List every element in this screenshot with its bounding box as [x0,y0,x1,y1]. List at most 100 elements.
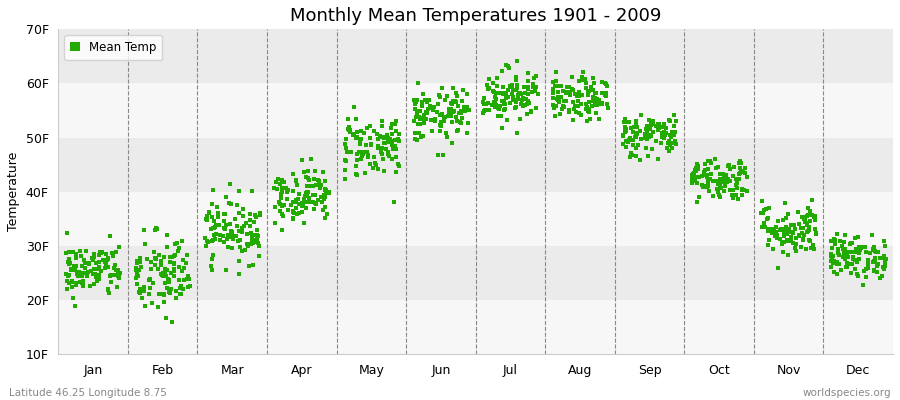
Point [168,252,183,258]
Point [559,98,573,104]
Point [387,199,401,206]
Point [130,273,145,279]
Point [181,284,195,290]
Point [852,256,867,262]
Point [562,92,577,98]
Point [713,177,727,184]
Point [839,264,853,271]
Point [520,110,535,117]
Point [626,129,641,135]
Point [658,132,672,138]
Point [706,178,721,185]
Point [385,130,400,137]
Point [865,232,879,239]
Point [273,181,287,188]
Point [101,255,115,262]
Point [112,272,127,278]
Point [453,119,467,125]
Point [732,160,746,166]
Point [88,260,103,266]
Point [497,99,511,106]
Point [514,101,528,107]
Point [554,82,568,89]
Point [780,251,795,258]
Point [757,207,771,213]
Point [877,238,891,244]
Point [159,285,174,292]
Point [568,91,582,98]
Point [62,261,77,267]
Point [877,252,891,259]
Point [319,187,333,194]
Point [250,233,265,239]
Point [521,78,535,84]
Point [433,94,447,100]
Point [853,246,868,252]
Point [585,102,599,109]
Point [155,272,169,278]
Point [136,285,150,292]
Point [592,96,607,103]
Point [770,218,785,225]
Point [426,107,440,113]
Point [368,160,382,166]
Point [237,223,251,229]
Point [243,217,257,224]
Point [385,146,400,153]
Point [690,180,705,186]
Point [616,140,630,147]
Point [770,232,785,238]
Point [408,99,422,105]
Point [226,234,240,240]
Point [734,186,749,192]
Point [551,96,565,103]
Point [684,180,698,186]
Point [318,194,332,200]
Point [830,260,844,267]
Point [76,280,90,287]
Point [248,238,262,245]
Point [796,232,811,238]
Point [235,248,249,254]
Point [554,94,568,100]
Point [832,238,847,245]
Point [248,214,263,220]
Point [588,90,602,96]
Point [663,142,678,148]
Point [725,187,740,194]
Point [727,164,742,171]
Point [68,255,83,261]
Point [363,161,377,168]
Point [687,170,701,177]
Point [172,245,186,251]
Point [571,90,585,97]
Point [796,214,811,220]
Point [838,232,852,238]
Point [871,249,886,256]
Point [769,229,783,235]
Point [590,99,604,105]
Point [166,260,181,266]
Point [91,266,105,272]
Point [581,98,596,105]
Point [867,267,881,274]
Point [798,246,813,252]
Point [641,126,655,132]
Point [713,194,727,200]
Point [757,220,771,226]
Point [738,170,752,176]
Point [217,225,231,232]
Point [407,97,421,104]
Point [712,192,726,198]
Point [59,271,74,277]
Point [696,184,710,190]
Point [389,146,403,152]
Point [628,144,643,151]
Point [861,257,876,264]
Point [476,108,491,114]
Point [341,126,356,133]
Point [724,166,738,173]
Point [270,186,284,192]
Point [430,109,445,116]
Point [524,108,538,115]
